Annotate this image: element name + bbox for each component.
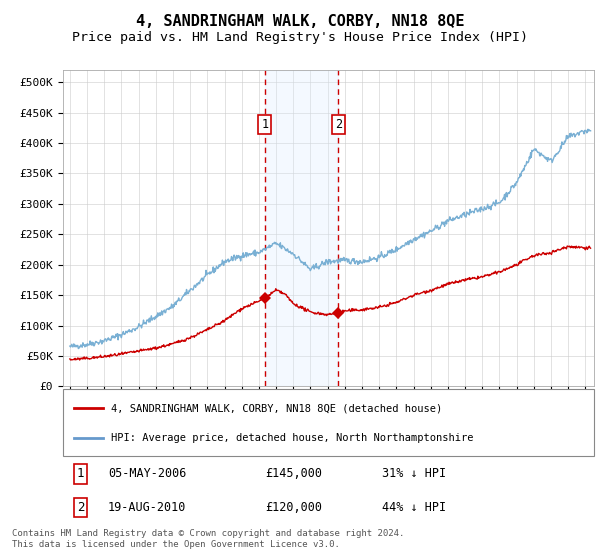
Text: 05-MAY-2006: 05-MAY-2006 (108, 468, 187, 480)
Text: 19-AUG-2010: 19-AUG-2010 (108, 501, 187, 514)
Text: HPI: Average price, detached house, North Northamptonshire: HPI: Average price, detached house, Nort… (111, 432, 473, 442)
Text: 2: 2 (335, 118, 342, 131)
Text: 4, SANDRINGHAM WALK, CORBY, NN18 8QE (detached house): 4, SANDRINGHAM WALK, CORBY, NN18 8QE (de… (111, 403, 442, 413)
Text: Price paid vs. HM Land Registry's House Price Index (HPI): Price paid vs. HM Land Registry's House … (72, 31, 528, 44)
Text: 44% ↓ HPI: 44% ↓ HPI (382, 501, 446, 514)
Text: 1: 1 (262, 118, 268, 131)
Text: 4, SANDRINGHAM WALK, CORBY, NN18 8QE: 4, SANDRINGHAM WALK, CORBY, NN18 8QE (136, 14, 464, 29)
Bar (265, 70, 338, 386)
Text: 31% ↓ HPI: 31% ↓ HPI (382, 468, 446, 480)
Text: 1: 1 (77, 468, 84, 480)
Text: £120,000: £120,000 (265, 501, 322, 514)
Text: 2: 2 (77, 501, 84, 514)
Text: £145,000: £145,000 (265, 468, 322, 480)
Text: Contains HM Land Registry data © Crown copyright and database right 2024.
This d: Contains HM Land Registry data © Crown c… (12, 529, 404, 549)
FancyBboxPatch shape (63, 389, 594, 456)
